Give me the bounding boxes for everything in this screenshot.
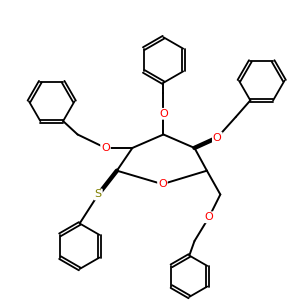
Text: O: O	[205, 212, 213, 222]
Text: O: O	[101, 143, 110, 153]
Text: O: O	[213, 133, 222, 142]
Text: S: S	[95, 190, 102, 200]
Text: O: O	[159, 109, 168, 119]
Text: O: O	[158, 179, 167, 189]
